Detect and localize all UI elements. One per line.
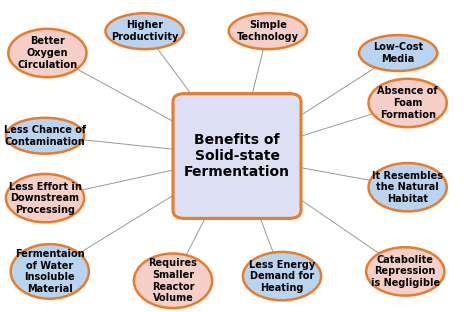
Text: Fermentaion
of Water
Insoluble
Material: Fermentaion of Water Insoluble Material — [15, 249, 84, 294]
Ellipse shape — [134, 253, 212, 308]
Ellipse shape — [243, 252, 321, 300]
Text: Low-Cost
Media: Low-Cost Media — [373, 42, 423, 64]
Text: Absence of
Foam
Formation: Absence of Foam Formation — [377, 86, 438, 119]
Ellipse shape — [10, 244, 89, 299]
Ellipse shape — [228, 13, 307, 49]
Ellipse shape — [105, 13, 184, 49]
Text: Better
Oxygen
Circulation: Better Oxygen Circulation — [18, 37, 77, 70]
Text: Less Chance of
Contamination: Less Chance of Contamination — [4, 125, 86, 147]
Ellipse shape — [366, 247, 444, 296]
Ellipse shape — [359, 35, 437, 71]
Ellipse shape — [6, 118, 84, 154]
Text: Catabolite
Repression
is Negligible: Catabolite Repression is Negligible — [371, 255, 440, 288]
Text: Requires
Smaller
Reactor
Volume: Requires Smaller Reactor Volume — [148, 258, 198, 303]
Text: It Resembles
the Natural
Habitat: It Resembles the Natural Habitat — [372, 171, 443, 204]
Text: Less Effort in
Downstream
Processing: Less Effort in Downstream Processing — [9, 182, 82, 215]
Ellipse shape — [368, 79, 447, 127]
Ellipse shape — [368, 163, 447, 212]
Ellipse shape — [6, 174, 84, 222]
Text: Higher
Productivity: Higher Productivity — [111, 20, 178, 42]
Text: Simple
Technology: Simple Technology — [237, 20, 299, 42]
FancyBboxPatch shape — [173, 94, 301, 218]
Text: Less Energy
Demand for
Heating: Less Energy Demand for Heating — [249, 260, 315, 293]
Text: Benefits of
Solid-state
Fermentation: Benefits of Solid-state Fermentation — [184, 133, 290, 179]
Ellipse shape — [9, 29, 86, 77]
